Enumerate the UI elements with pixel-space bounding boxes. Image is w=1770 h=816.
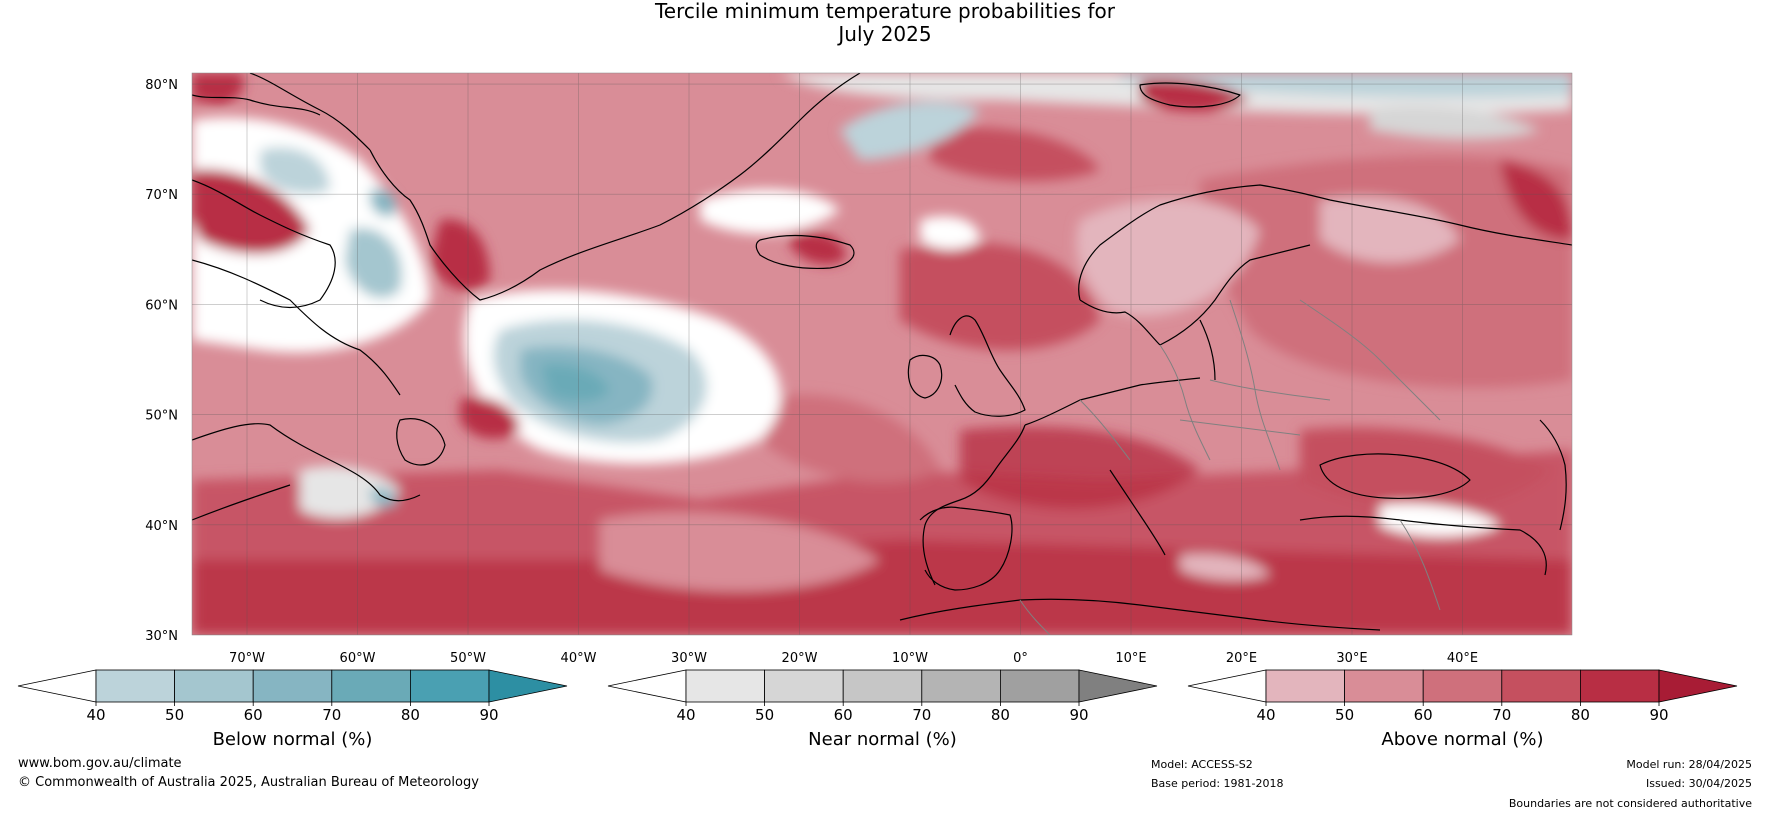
colorbar-segment	[1344, 669, 1424, 703]
colorbar-tick-label: 70	[322, 706, 341, 724]
title-line-2: July 2025	[838, 22, 932, 46]
colorbar-tick-label: 70	[912, 706, 931, 724]
colorbar-segment	[409, 669, 490, 703]
colorbar-title: Above normal (%)	[1381, 729, 1543, 750]
colorbar-segment	[1265, 669, 1345, 703]
map-gridlines	[192, 73, 1572, 635]
country-borders	[1019, 299, 1441, 635]
latitude-label: 80°N	[145, 78, 178, 93]
latitude-label: 40°N	[145, 519, 178, 534]
longitude-label: 0°	[1013, 651, 1028, 666]
colorbar-tick-label: 40	[676, 706, 695, 724]
colorbar-tick-label: 50	[755, 706, 774, 724]
model-name: Model: ACCESS-S2	[1151, 758, 1253, 771]
colorbar-tick-label: 80	[1571, 706, 1590, 724]
probability-field	[192, 73, 1572, 635]
colorbar-tick-label: 70	[1492, 706, 1511, 724]
map-frame	[191, 72, 1573, 636]
base-period: Base period: 1981-2018	[1151, 777, 1284, 790]
colorbar-tick-label: 90	[1069, 706, 1088, 724]
colorbar-extension-low	[17, 669, 97, 703]
latitude-label: 30°N	[145, 629, 178, 644]
colorbar-extension-low	[607, 669, 687, 703]
longitude-label: 40°W	[561, 651, 597, 666]
colorbar-extension-high	[1078, 669, 1158, 703]
colorbar-extension-low	[1187, 669, 1267, 703]
colorbar-segment	[95, 669, 175, 703]
map-area	[192, 73, 1572, 635]
colorbar-3: 40 50 60 70 80 90 Above normal (%)	[1187, 669, 1738, 750]
coastlines	[192, 73, 1572, 631]
colorbar-tick-label: 60	[244, 706, 263, 724]
colorbar-segment	[921, 669, 1001, 703]
colorbar-tick-label: 50	[165, 706, 184, 724]
colorbar-segment	[842, 669, 923, 703]
colorbar-2: 40 50 60 70 80 90 Near normal (%)	[607, 669, 1158, 750]
colorbar-segment	[1580, 669, 1660, 703]
longitude-label: 30°W	[671, 651, 707, 666]
colorbar-tick-label: 40	[86, 706, 105, 724]
colorbar-extension-high	[488, 669, 568, 703]
copyright-text: © Commonwealth of Australia 2025, Austra…	[18, 775, 479, 790]
boundaries-disclaimer: Boundaries are not considered authoritat…	[1508, 797, 1752, 810]
model-run-date: Model run: 28/04/2025	[1626, 758, 1752, 771]
longitude-label: 20°W	[782, 651, 818, 666]
longitude-label: 50°W	[450, 651, 486, 666]
colorbar-tick-label: 80	[991, 706, 1010, 724]
colorbar-tick-label: 50	[1335, 706, 1354, 724]
colorbar-tick-label: 80	[401, 706, 420, 724]
colorbar-segment	[1422, 669, 1503, 703]
colorbar-segment	[252, 669, 333, 703]
colorbar-segment	[1000, 669, 1080, 703]
colorbars: 40 50 60 70 80 90 Below normal (%) 40 50 60 70 80 90…	[17, 669, 1738, 750]
colorbar-title: Below normal (%)	[213, 729, 373, 750]
colorbar-tick-label: 40	[1256, 706, 1275, 724]
longitude-labels: 70°W 60°W 50°W 40°W 30°W 20°W 10°W 0° 10°E 20°E 30…	[229, 651, 1478, 666]
colorbar-segment	[685, 669, 765, 703]
longitude-label: 30°E	[1336, 651, 1367, 666]
longitude-label: 60°W	[340, 651, 376, 666]
colorbar-segment	[331, 669, 411, 703]
website-link[interactable]: www.bom.gov.au/climate	[18, 756, 182, 771]
longitude-label: 40°E	[1447, 651, 1478, 666]
colorbar-tick-label: 60	[834, 706, 853, 724]
colorbar-title: Near normal (%)	[808, 729, 957, 750]
colorbar-1: 40 50 60 70 80 90 Below normal (%)	[17, 669, 568, 750]
latitude-label: 50°N	[145, 409, 178, 424]
issued-date: Issued: 30/04/2025	[1645, 777, 1752, 790]
colorbar-tick-label: 90	[479, 706, 498, 724]
chart-title: Tercile minimum temperature probabilitie…	[0, 0, 1770, 46]
colorbar-tick-label: 90	[1649, 706, 1668, 724]
longitude-label: 10°E	[1115, 651, 1146, 666]
colorbar-segment	[174, 669, 254, 703]
longitude-label: 10°W	[892, 651, 928, 666]
longitude-label: 70°W	[229, 651, 265, 666]
colorbar-segment	[764, 669, 844, 703]
colorbar-extension-high	[1658, 669, 1738, 703]
colorbar-tick-label: 60	[1414, 706, 1433, 724]
longitude-label: 20°E	[1226, 651, 1257, 666]
latitude-labels: 80°N 70°N 60°N 50°N 40°N 30°N	[145, 78, 178, 644]
latitude-label: 60°N	[145, 298, 178, 313]
colorbar-segment	[1501, 669, 1581, 703]
title-line-1: Tercile minimum temperature probabilitie…	[654, 0, 1116, 23]
latitude-label: 70°N	[145, 188, 178, 203]
